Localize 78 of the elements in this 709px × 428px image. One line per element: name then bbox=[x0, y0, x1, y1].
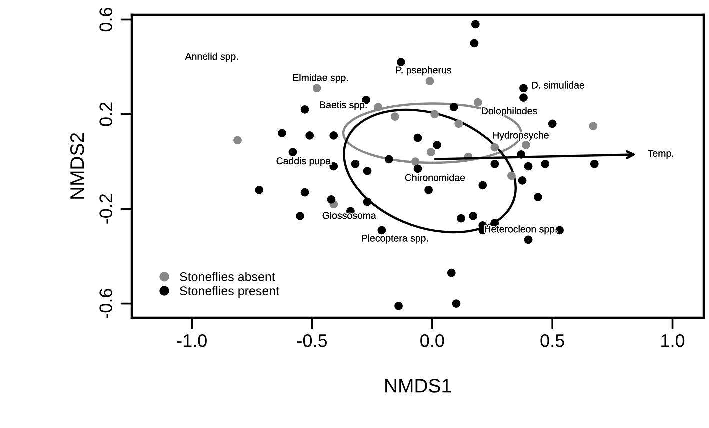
point bbox=[433, 141, 442, 150]
point bbox=[363, 167, 372, 176]
annotation: Annelid spp. bbox=[185, 52, 238, 62]
point bbox=[454, 120, 464, 128]
point bbox=[411, 158, 420, 166]
x-axis-title: NMDS1 bbox=[386, 379, 452, 393]
point bbox=[478, 181, 488, 190]
point bbox=[518, 176, 527, 185]
annotation: D. simulidae bbox=[532, 82, 584, 89]
annotation: Hydropsyche bbox=[493, 132, 549, 141]
point bbox=[414, 164, 422, 174]
point bbox=[363, 198, 372, 206]
point bbox=[378, 226, 386, 235]
legend-label: Stoneflies present bbox=[180, 286, 280, 298]
x-tick-label: -1.0 bbox=[177, 334, 207, 348]
point bbox=[472, 20, 480, 29]
point bbox=[296, 212, 304, 220]
annotation: Chironomidae bbox=[405, 174, 465, 182]
annotation: Plecoptera spp. bbox=[362, 234, 428, 244]
point bbox=[397, 58, 406, 67]
point bbox=[520, 84, 528, 93]
point bbox=[508, 172, 516, 180]
annotation: Caddis pupa bbox=[276, 157, 331, 166]
point bbox=[589, 122, 598, 130]
point bbox=[300, 188, 310, 197]
point bbox=[522, 141, 530, 150]
point bbox=[447, 268, 456, 278]
point bbox=[426, 77, 434, 86]
y-tick-label: -0.2 bbox=[100, 194, 112, 224]
point bbox=[490, 143, 500, 152]
point bbox=[374, 103, 383, 112]
point bbox=[469, 212, 478, 220]
x-tick-label: 1.0 bbox=[662, 334, 685, 348]
point bbox=[234, 136, 242, 145]
point bbox=[524, 162, 533, 171]
annotation: Temp. bbox=[648, 150, 674, 159]
point bbox=[306, 132, 314, 140]
point bbox=[524, 236, 533, 244]
annotation: Dolophilodes bbox=[482, 107, 538, 116]
point bbox=[384, 155, 394, 164]
y-tick-label: 0.2 bbox=[100, 102, 112, 126]
annotation: Baetis spp. bbox=[320, 101, 367, 110]
x-tick-label: 0.0 bbox=[420, 334, 444, 348]
point bbox=[427, 148, 436, 156]
point bbox=[457, 214, 466, 223]
annotation: P. psepherus bbox=[396, 66, 452, 76]
point bbox=[590, 160, 599, 168]
point bbox=[300, 106, 310, 114]
point bbox=[452, 300, 461, 308]
legend-label: Stoneflies absent bbox=[180, 272, 276, 282]
point bbox=[330, 162, 338, 171]
point bbox=[534, 193, 542, 202]
annotation: Elmidae spp. bbox=[293, 74, 348, 84]
point bbox=[470, 39, 479, 48]
point bbox=[450, 103, 458, 112]
point bbox=[430, 110, 439, 119]
point bbox=[327, 195, 336, 204]
point bbox=[278, 129, 286, 138]
point bbox=[424, 186, 433, 194]
point bbox=[490, 160, 500, 168]
point bbox=[255, 186, 264, 194]
y-tick-label: -0.6 bbox=[100, 289, 112, 319]
point bbox=[288, 148, 298, 156]
x-tick-label: 0.5 bbox=[540, 334, 564, 348]
x-tick-label: -0.5 bbox=[298, 334, 328, 348]
point bbox=[414, 134, 422, 142]
point bbox=[312, 84, 322, 93]
point bbox=[391, 112, 400, 121]
point bbox=[474, 98, 482, 107]
point bbox=[520, 94, 528, 102]
point bbox=[330, 132, 338, 140]
y-axis-title: NMDS2 bbox=[70, 133, 84, 199]
y-tick-label: 0.6 bbox=[100, 8, 112, 32]
point bbox=[548, 120, 557, 128]
point bbox=[351, 160, 360, 168]
annotation: Glossosoma bbox=[322, 212, 376, 220]
point bbox=[394, 302, 403, 310]
point bbox=[541, 160, 550, 168]
